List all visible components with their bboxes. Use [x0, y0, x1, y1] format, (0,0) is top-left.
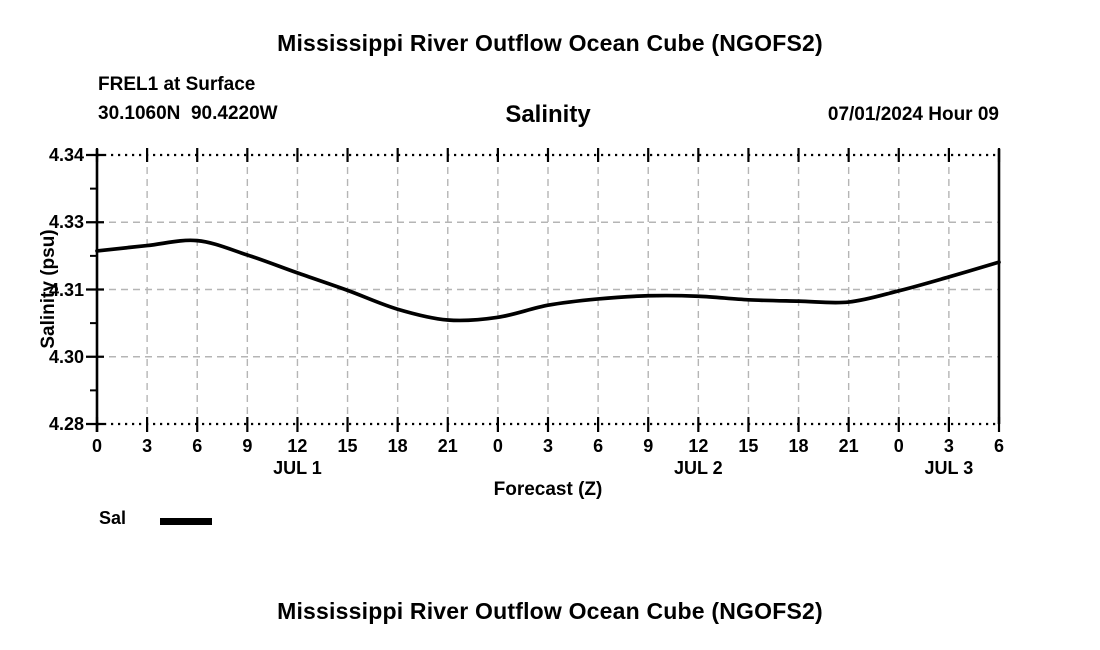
salinity-line-series — [95, 238, 1001, 323]
gridlines — [97, 155, 999, 424]
x-tick-label: 12 — [688, 436, 709, 456]
x-tick-label: 6 — [993, 436, 1004, 456]
footer-title: Mississippi River Outflow Ocean Cube (NG… — [277, 598, 823, 624]
station-name-label: FREL1 at Surface — [98, 74, 256, 95]
x-tick-label: 9 — [643, 436, 654, 456]
y-tick-label: 4.28 — [48, 414, 84, 434]
variable-title: Salinity — [505, 101, 591, 128]
x-tick-label: 18 — [387, 436, 408, 456]
x-tick-label: 0 — [91, 436, 102, 456]
x-tick-label: 3 — [542, 436, 553, 456]
x-tick-label: 3 — [943, 436, 954, 456]
legend-line-swatch — [160, 518, 212, 525]
x-tick-label: 6 — [593, 436, 604, 456]
legend-series-label: Sal — [99, 508, 127, 528]
y-tick-label: 4.33 — [48, 212, 84, 233]
y-tick-label: 4.31 — [48, 279, 84, 300]
x-tick-label: 18 — [788, 436, 809, 456]
x-tick-label: 6 — [192, 436, 203, 456]
x-tick-label: 21 — [437, 436, 458, 456]
x-tick-label: 15 — [738, 436, 759, 456]
y-tick-label: 4.30 — [48, 346, 84, 367]
x-axis-day-label: JUL 1 — [273, 458, 322, 478]
axis-ticks — [86, 148, 1001, 432]
x-tick-label: 15 — [337, 436, 358, 456]
x-axis-day-label: JUL 2 — [673, 458, 723, 478]
series-line-sal — [95, 238, 1001, 323]
y-tick-label: 4.34 — [48, 145, 84, 165]
x-tick-label: 0 — [492, 436, 503, 456]
x-tick-label: 9 — [242, 436, 253, 456]
top-title: Mississippi River Outflow Ocean Cube (NG… — [277, 30, 823, 56]
station-coordinates-label: 30.1060N 90.4220W — [98, 103, 278, 124]
x-axis-title: Forecast (Z) — [493, 479, 603, 500]
x-axis-day-label: JUL 3 — [924, 458, 974, 478]
forecast-datetime-label: 07/01/2024 Hour 09 — [827, 104, 999, 125]
x-tick-label: 21 — [838, 436, 859, 456]
x-tick-label: 3 — [142, 436, 153, 456]
x-tick-label: 12 — [287, 436, 308, 456]
x-tick-label: 0 — [893, 436, 904, 456]
